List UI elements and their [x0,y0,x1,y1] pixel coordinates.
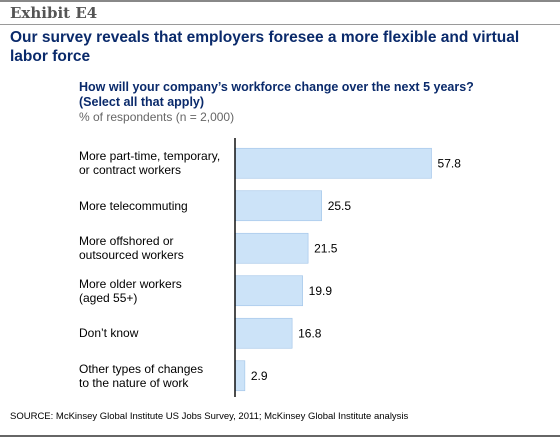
bar [234,190,322,222]
category-label-line: Don’t know [79,326,139,341]
units-label: % of respondents (n = 2,000) [79,110,235,124]
bar-value-label: 57.8 [438,156,462,170]
top-rule [0,0,560,2]
category-label-line: or contract workers [79,163,182,178]
category-label-line: outsourced workers [79,248,184,263]
bar [234,147,432,179]
category-label-line: More older workers [79,276,182,291]
category-label-line: More telecommuting [79,198,188,213]
bar-value-label: 21.5 [314,241,338,255]
bar [234,232,309,264]
bar-value-label: 25.5 [328,199,352,213]
category-label-line: More offshored or [79,234,174,249]
bar [234,360,246,392]
category-label-line: (aged 55+) [79,290,138,305]
bar-value-label: 19.9 [309,284,333,298]
category-label: More part-time, temporary, or contract wo… [79,149,239,177]
survey-question: How will your company’s workforce change… [79,80,549,110]
category-label-line: to the nature of work [79,375,189,390]
source-note: SOURCE: McKinsey Global Institute US Job… [10,411,409,422]
category-label-line: More part-time, temporary, [79,149,221,164]
category-label: Don’t know [79,326,239,340]
category-label: Other types of changes to the nature of w… [79,362,239,390]
bar [234,275,303,307]
category-label-line: Other types of changes [79,361,204,376]
question-note: (Select all that apply) [79,95,205,109]
bar [234,317,293,349]
exhibit-rule [0,24,560,25]
category-label: More offshored or outsourced workers [79,234,239,262]
bar-value-label: 2.9 [251,369,268,383]
category-label: More older workers (aged 55+) [79,277,239,305]
bar-value-label: 16.8 [298,326,322,340]
category-label: More telecommuting [79,199,239,213]
bottom-rule [0,435,560,437]
chart-title: Our survey reveals that employers forese… [10,29,520,65]
exhibit-label: Exhibit E4 [10,4,98,22]
question-text: How will your company’s workforce change… [79,80,474,94]
